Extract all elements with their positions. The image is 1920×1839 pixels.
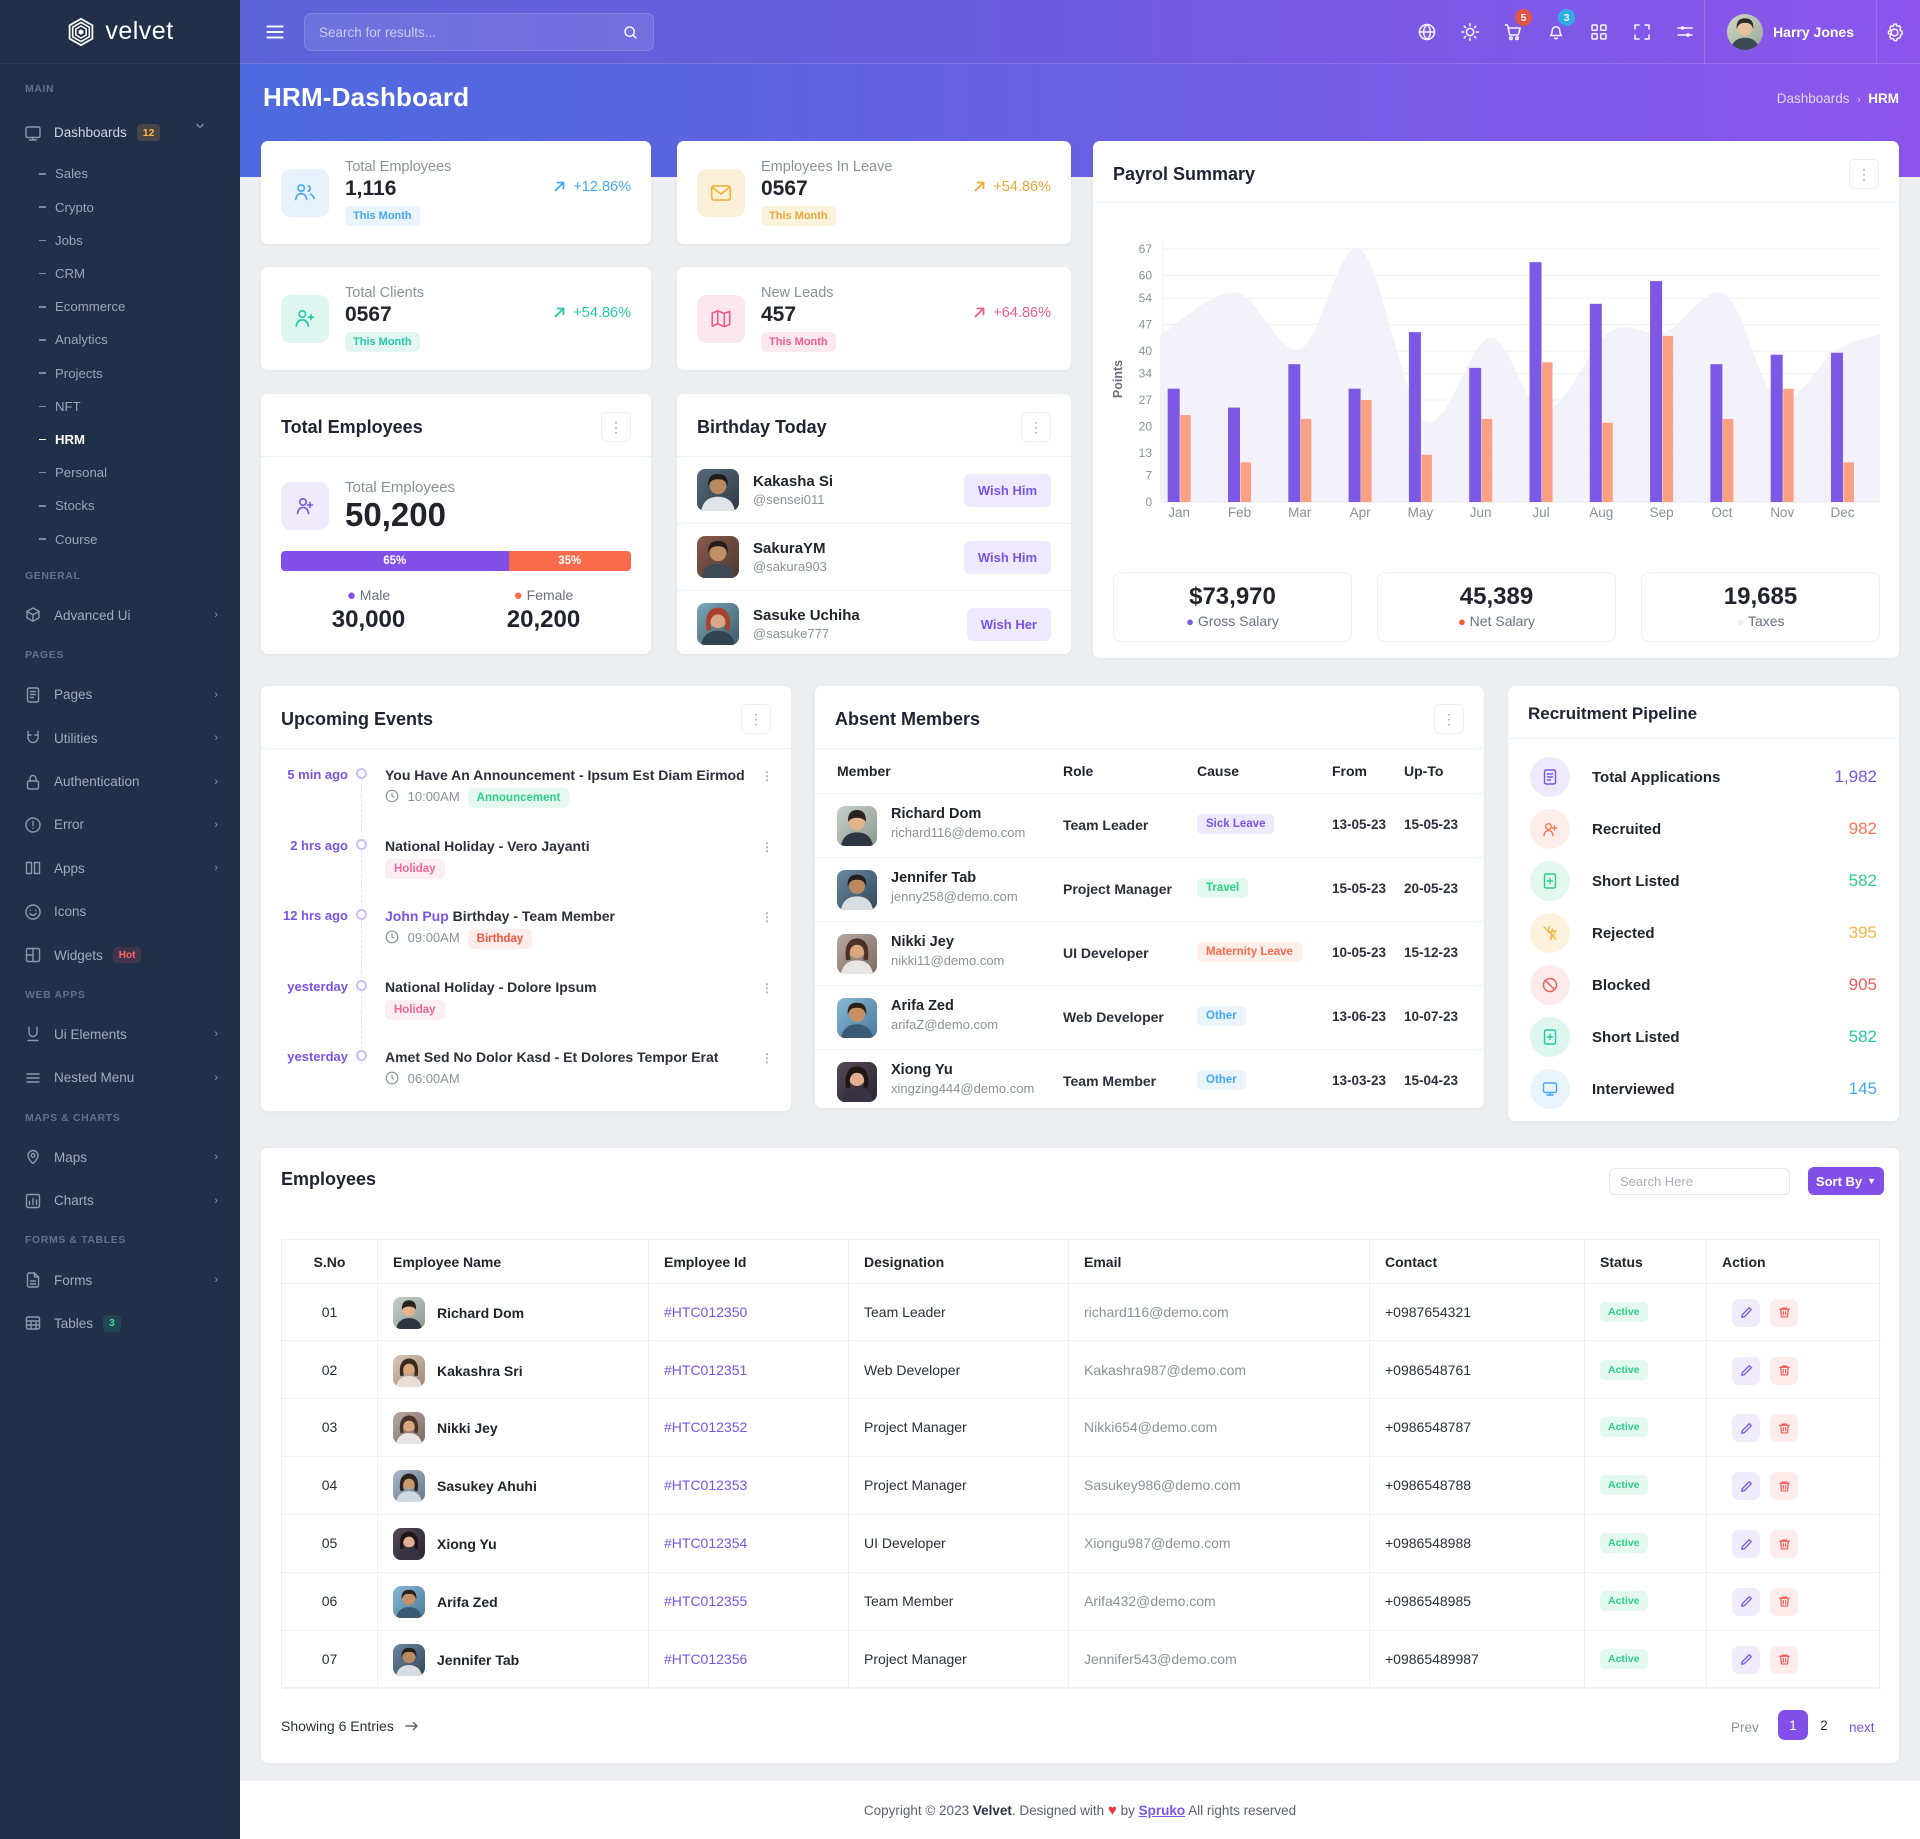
svg-text:Oct: Oct <box>1711 505 1732 520</box>
svg-text:Points: Points <box>1111 360 1125 398</box>
svg-text:13: 13 <box>1139 446 1153 460</box>
svg-text:May: May <box>1408 505 1434 520</box>
svg-text:20: 20 <box>1139 420 1153 434</box>
svg-text:40: 40 <box>1139 344 1153 358</box>
svg-text:Sep: Sep <box>1650 505 1674 520</box>
svg-text:Mar: Mar <box>1288 505 1312 520</box>
svg-text:27: 27 <box>1139 393 1153 407</box>
svg-text:Nov: Nov <box>1770 505 1794 520</box>
svg-text:Feb: Feb <box>1228 505 1251 520</box>
svg-text:60: 60 <box>1139 268 1153 282</box>
svg-text:54: 54 <box>1139 291 1153 305</box>
svg-text:Dec: Dec <box>1830 505 1854 520</box>
svg-text:Jul: Jul <box>1532 505 1549 520</box>
svg-text:7: 7 <box>1145 469 1152 483</box>
svg-text:Apr: Apr <box>1350 505 1372 520</box>
svg-text:Jan: Jan <box>1168 505 1190 520</box>
svg-text:0: 0 <box>1145 495 1152 509</box>
svg-text:Aug: Aug <box>1589 505 1613 520</box>
svg-text:Jun: Jun <box>1470 505 1492 520</box>
svg-text:67: 67 <box>1139 242 1153 256</box>
svg-text:47: 47 <box>1139 318 1153 332</box>
svg-text:34: 34 <box>1139 367 1153 381</box>
